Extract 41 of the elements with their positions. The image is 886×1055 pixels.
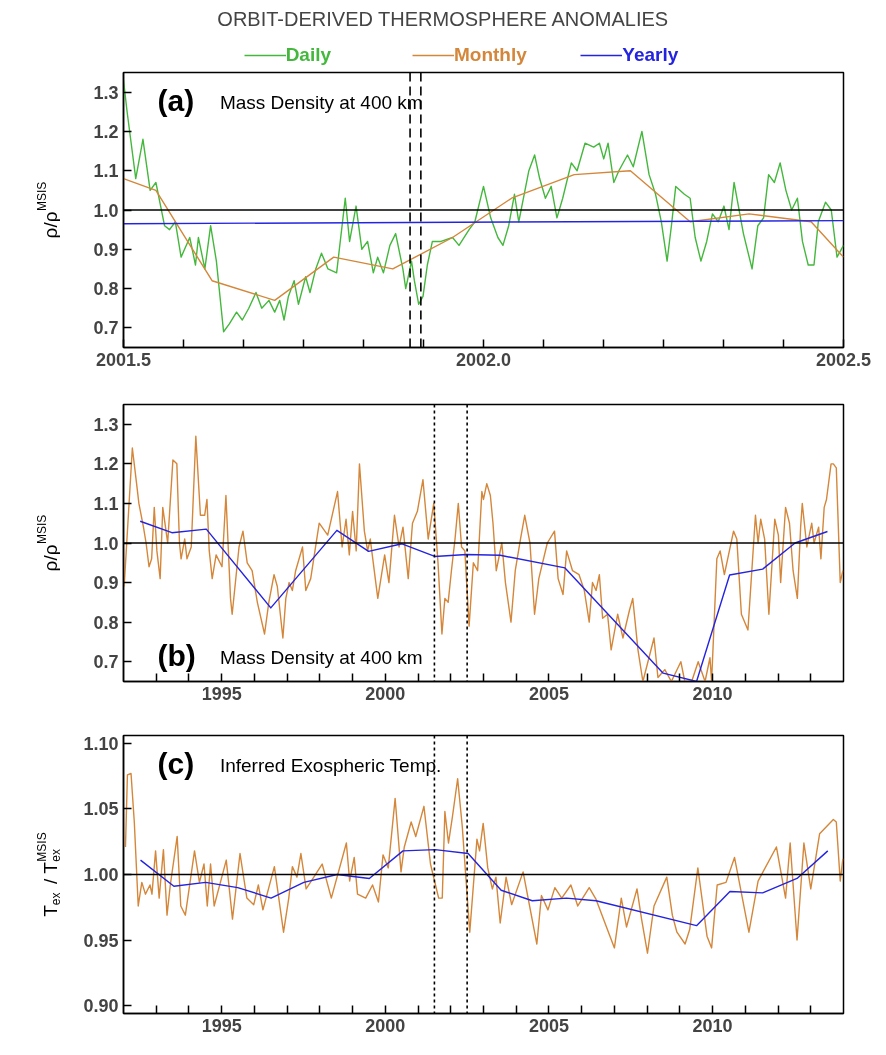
x-tick-label: 2002.0 (455, 349, 512, 370)
y-tick-label: 1.1 (93, 161, 119, 182)
y-tick-label: 0.8 (93, 279, 119, 300)
y-tick-label: 1.0 (93, 200, 119, 221)
y-tick-label: 1.00 (83, 865, 119, 885)
y-tick-label: 1.2 (93, 121, 119, 142)
x-tick-label: 1995 (201, 1015, 242, 1036)
legend-label: Monthly (453, 44, 527, 66)
x-tick-label: 1995 (201, 683, 242, 704)
y-tick-label: 1.1 (93, 493, 119, 514)
annotation: (a) (157, 83, 195, 117)
y-tick-label: 0.90 (83, 996, 119, 1017)
chart-title: ORBIT-DERIVED THERMOSPHERE ANOMALIES (217, 7, 669, 30)
y-tick-label: 1.05 (83, 799, 119, 820)
x-tick-label: 2000 (365, 683, 406, 704)
x-tick-label: 2002.5 (815, 349, 872, 370)
y-tick-label: 1.10 (83, 733, 119, 754)
annotation: (c) (157, 746, 195, 780)
y-tick-label: 1.3 (93, 82, 119, 103)
y-tick-label: 0.7 (93, 318, 119, 339)
x-tick-label: 2001.5 (95, 349, 152, 370)
y-tick-label: 1.2 (93, 454, 119, 475)
legend-label: Daily (285, 44, 332, 66)
x-tick-label: 2010 (692, 683, 733, 704)
x-tick-label: 2005 (528, 683, 569, 704)
y-tick-label: 0.9 (93, 573, 119, 594)
y-axis-title: Tex / TexMSIS (34, 832, 63, 917)
x-tick-label: 2000 (365, 1015, 406, 1036)
y-tick-label: 1.0 (93, 533, 119, 554)
x-tick-label: 2010 (692, 1015, 733, 1036)
y-tick-label: 0.8 (93, 612, 119, 633)
y-tick-label: 1.3 (93, 414, 119, 435)
legend-label: Yearly (622, 44, 679, 66)
annotation: Inferred Exospheric Temp. (219, 754, 442, 776)
annotation: Mass Density at 400 km (219, 646, 423, 668)
y-tick-label: 0.7 (93, 652, 119, 673)
y-tick-label: 0.95 (83, 930, 119, 951)
y-tick-label: 0.9 (93, 239, 119, 260)
x-tick-label: 2005 (528, 1015, 569, 1036)
annotation: Mass Density at 400 km (219, 91, 423, 113)
annotation: (b) (157, 638, 196, 672)
